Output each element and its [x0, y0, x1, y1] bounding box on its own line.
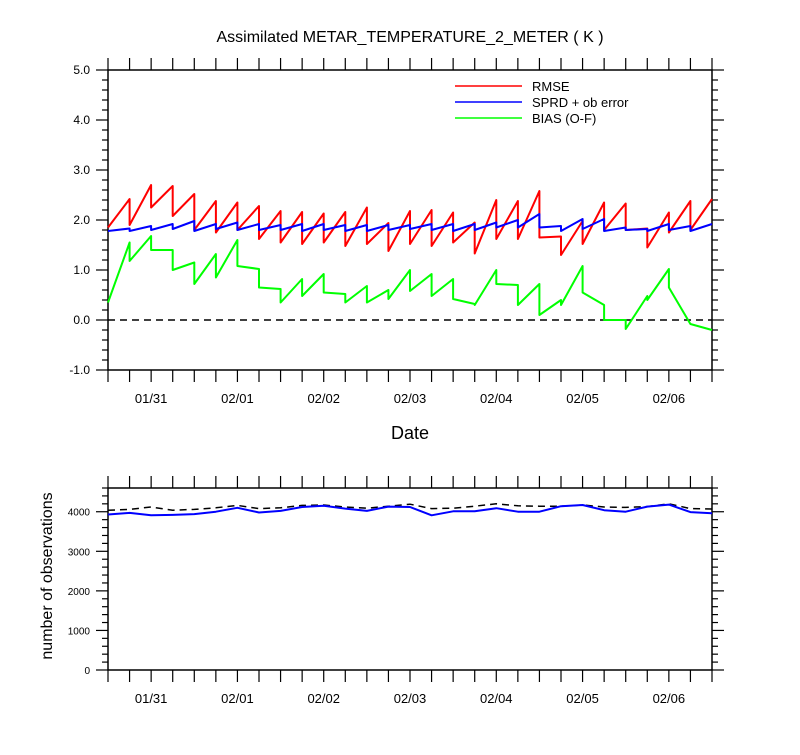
- legend-label-rmse: RMSE: [532, 79, 570, 94]
- legend-label-bias-o-f: BIAS (O-F): [532, 111, 596, 126]
- top-x-tick-label: 02/02: [307, 391, 340, 406]
- top-y-tick-label: 0.0: [73, 313, 90, 327]
- chart-title: Assimilated METAR_TEMPERATURE_2_METER ( …: [216, 29, 603, 46]
- bottom-y-tick-label: 1000: [68, 626, 91, 637]
- top-y-tick-label: 1.0: [73, 263, 90, 277]
- top-x-tick-label: 02/06: [653, 391, 686, 406]
- bottom-x-tick-label: 02/02: [307, 691, 340, 706]
- bottom-y-tick-label: 4000: [68, 508, 91, 519]
- bottom-plot-frame: [107, 487, 713, 671]
- top-y-tick-label: 3.0: [73, 163, 90, 177]
- bottom-x-tick-label: 02/06: [653, 691, 686, 706]
- bottom-x-tick-label: 02/03: [394, 691, 427, 706]
- top-x-tick-label: 01/31: [135, 391, 168, 406]
- top-series-bias-o-f-line: [107, 235, 713, 331]
- top-x-tick-label: 02/04: [480, 391, 513, 406]
- top-x-tick-label: 02/03: [394, 391, 427, 406]
- top-y-tick-label: 4.0: [73, 113, 90, 127]
- bottom-x-tick-label: 02/05: [566, 691, 599, 706]
- top-x-tick-label: 02/01: [221, 391, 254, 406]
- bottom-y-tick-label: 2000: [68, 587, 91, 598]
- bottom-series-possible-line: [107, 503, 713, 511]
- top-series-rmse-line: [107, 184, 713, 256]
- legend-label-sprd-ob-error: SPRD + ob error: [532, 95, 629, 110]
- bottom-y-tick-label: 0: [84, 666, 90, 677]
- bottom-x-tick-label: 02/04: [480, 691, 513, 706]
- x-axis-label: Date: [391, 423, 429, 443]
- bottom-x-tick-label: 01/31: [135, 691, 168, 706]
- bottom-y-tick-label: 3000: [68, 547, 91, 558]
- bottom-x-tick-label: 02/01: [221, 691, 254, 706]
- top-y-tick-label: -1.0: [69, 363, 90, 377]
- top-x-tick-label: 02/05: [566, 391, 599, 406]
- top-series-sprd-ob-error-line: [107, 213, 713, 232]
- bottom-series-assimilated-line: [107, 503, 713, 517]
- top-panel: 01/31 02/01 02/02 02/03 02/04 02/05 02/06 -1.0 0…: [69, 58, 724, 406]
- y-axis-label-bottom: number of observations: [39, 492, 56, 659]
- top-y-tick-label: 5.0: [73, 63, 90, 77]
- top-y-tick-label: 2.0: [73, 213, 90, 227]
- bottom-panel: 01/31 02/01 02/02 02/03 02/04 02/05 02/06 0 1000…: [68, 476, 724, 706]
